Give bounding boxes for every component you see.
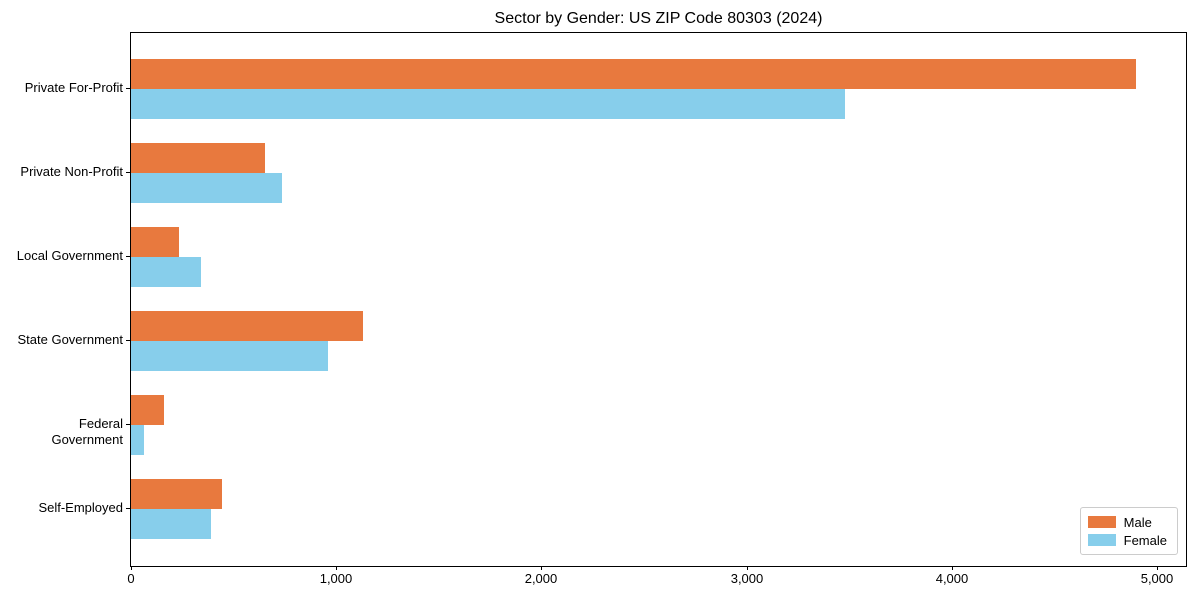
y-tick-label: State Government: [17, 332, 124, 347]
legend-swatch-icon: [1087, 534, 1116, 546]
legend: Male Female: [1079, 507, 1178, 555]
x-tick-label: 0: [127, 571, 135, 586]
bar-male-3: [131, 227, 179, 257]
bar-female-2: [131, 173, 282, 203]
y-tick-mark: [126, 256, 130, 257]
bar-male-1: [131, 59, 1136, 89]
y-tick-mark: [126, 88, 130, 89]
y-tick-mark: [126, 340, 130, 341]
y-tick-label: Private For-Profit: [24, 80, 123, 95]
x-tick-mark: [952, 566, 953, 570]
y-tick-label: Federal Government: [51, 416, 123, 447]
bar-female-3: [131, 257, 201, 287]
bar-female-6: [131, 509, 211, 539]
bar-male-5: [131, 395, 164, 425]
legend-label: Male: [1123, 514, 1152, 530]
y-tick-mark: [126, 424, 130, 425]
x-tick-mark: [541, 566, 542, 570]
x-tick-label: 5,000: [1140, 571, 1174, 586]
bar-female-5: [131, 425, 144, 455]
x-tick-mark: [747, 566, 748, 570]
x-tick-label: 4,000: [935, 571, 969, 586]
bar-male-4: [131, 311, 363, 341]
x-tick-label: 2,000: [524, 571, 558, 586]
x-tick-mark: [1157, 566, 1158, 570]
y-tick-label: Private Non-Profit: [20, 164, 123, 179]
plot-area: Male Female: [130, 32, 1187, 567]
legend-swatch-icon: [1087, 516, 1116, 528]
x-tick-label: 1,000: [319, 571, 353, 586]
chart-title: Sector by Gender: US ZIP Code 80303 (202…: [494, 10, 823, 27]
y-tick-mark: [126, 508, 130, 509]
bar-male-6: [131, 479, 222, 509]
x-tick-label: 3,000: [730, 571, 764, 586]
legend-item-female: Female: [1087, 531, 1167, 549]
bar-female-4: [131, 341, 328, 371]
y-tick-label: Local Government: [16, 248, 123, 263]
bar-male-2: [131, 143, 265, 173]
x-tick-mark: [131, 566, 132, 570]
legend-item-male: Male: [1087, 513, 1167, 531]
y-tick-label: Self-Employed: [38, 500, 123, 515]
y-tick-mark: [126, 172, 130, 173]
bar-female-1: [131, 89, 845, 119]
legend-label: Female: [1123, 532, 1167, 548]
x-tick-mark: [336, 566, 337, 570]
